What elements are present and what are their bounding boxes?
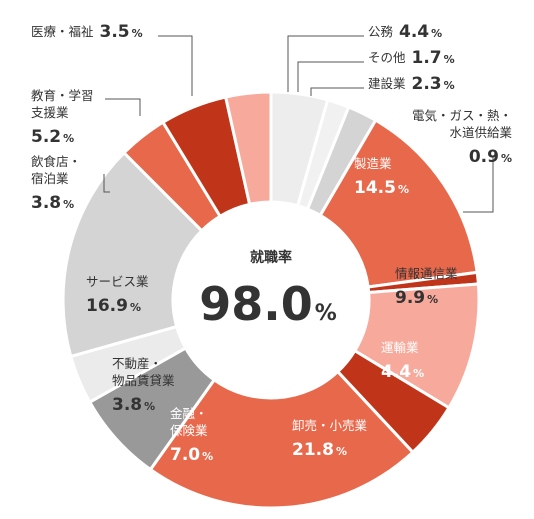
slice-label-10: サービス業 16.9% bbox=[86, 274, 149, 316]
slice-label-name: 保険業 bbox=[170, 423, 208, 438]
slice-label-name: 建設業 bbox=[368, 76, 406, 91]
slice-label-name: サービス業 bbox=[86, 274, 149, 289]
slice-10 bbox=[61, 150, 204, 359]
slice-label-name: 金融・ bbox=[170, 406, 208, 421]
slices-group bbox=[61, 90, 481, 510]
slice-label-name: 支援業 bbox=[31, 105, 69, 120]
slice-label-name: 電気・ガス・熱・ bbox=[412, 108, 512, 123]
slice-label-2: 建設業 2.3% bbox=[368, 74, 455, 94]
slice-label-11: 飲食店・宿泊業 3.8% bbox=[31, 154, 81, 213]
slice-label-name: 製造業 bbox=[354, 156, 392, 171]
leader-line-11 bbox=[103, 174, 110, 193]
slice-label-name: 教育・学習 bbox=[31, 88, 94, 103]
slice-label-name: 卸売・小売業 bbox=[292, 418, 368, 433]
slice-label-name: 物品賃貸業 bbox=[112, 373, 175, 388]
slice-label-13: 医療・福祉 3.5% bbox=[31, 22, 143, 42]
slice-label-name: 医療・福祉 bbox=[31, 24, 94, 39]
center-value: 98.0% bbox=[199, 277, 337, 331]
slice-label-value: 14.5% bbox=[354, 178, 409, 198]
slice-7 bbox=[148, 369, 415, 510]
slice-label-value: 16.9% bbox=[86, 296, 141, 316]
slice-label-0: 公務 4.4% bbox=[368, 22, 442, 42]
center-value-unit: % bbox=[315, 301, 337, 326]
leader-line-2 bbox=[310, 87, 364, 96]
slice-label-value: 21.8% bbox=[292, 440, 347, 460]
slice-label-name: 不動産・ bbox=[112, 356, 162, 371]
slice-label-name: 情報通信業 bbox=[395, 266, 458, 281]
slice-label-value: 3.8% bbox=[31, 193, 74, 213]
slice-label-7: 卸売・小売業 21.8% bbox=[292, 418, 368, 460]
slice-label-value: 4.4% bbox=[399, 22, 442, 42]
leader-lines-group bbox=[103, 35, 494, 213]
slice-label-value: 9.9% bbox=[395, 288, 438, 308]
slice-label-3: 製造業 14.5% bbox=[354, 156, 409, 198]
slice-label-value: 3.8% bbox=[112, 395, 155, 415]
slice-label-value: 3.5% bbox=[100, 22, 143, 42]
leader-line-1 bbox=[297, 61, 364, 92]
leader-line-4 bbox=[463, 156, 494, 213]
center-label: 就職率 bbox=[250, 249, 292, 266]
slice-label-1: その他 1.7% bbox=[368, 48, 455, 68]
leader-line-13 bbox=[158, 35, 193, 96]
leader-line-12 bbox=[105, 98, 141, 116]
center-value-number: 98.0 bbox=[199, 277, 313, 331]
slice-label-value: 5.2% bbox=[31, 127, 74, 147]
slice-3 bbox=[318, 118, 479, 289]
leader-line-0 bbox=[287, 35, 364, 92]
slice-label-name: 公務 bbox=[368, 24, 394, 39]
slice-label-name: 運輸業 bbox=[381, 340, 419, 355]
slice-label-value: 1.7% bbox=[412, 48, 455, 68]
slice-label-value: 2.3% bbox=[412, 74, 455, 94]
slice-label-value: 0.9% bbox=[469, 147, 512, 167]
slice-label-name: その他 bbox=[368, 50, 406, 65]
slice-label-8: 金融・保険業 7.0% bbox=[170, 406, 213, 465]
slice-13 bbox=[223, 90, 273, 207]
slice-label-4: 電気・ガス・熱・水道供給業 0.9% bbox=[412, 108, 513, 167]
slice-label-5: 情報通信業 9.9% bbox=[395, 266, 458, 308]
slice-label-name: 水道供給業 bbox=[449, 125, 512, 140]
slice-label-6: 運輸業 4.4% bbox=[381, 340, 424, 382]
slice-label-9: 不動産・物品賃貸業 3.8% bbox=[112, 356, 175, 415]
slice-label-name: 飲食店・ bbox=[31, 154, 81, 169]
slice-label-value: 4.4% bbox=[381, 362, 424, 382]
slice-label-value: 7.0% bbox=[170, 445, 213, 465]
slice-label-name: 宿泊業 bbox=[31, 171, 69, 186]
